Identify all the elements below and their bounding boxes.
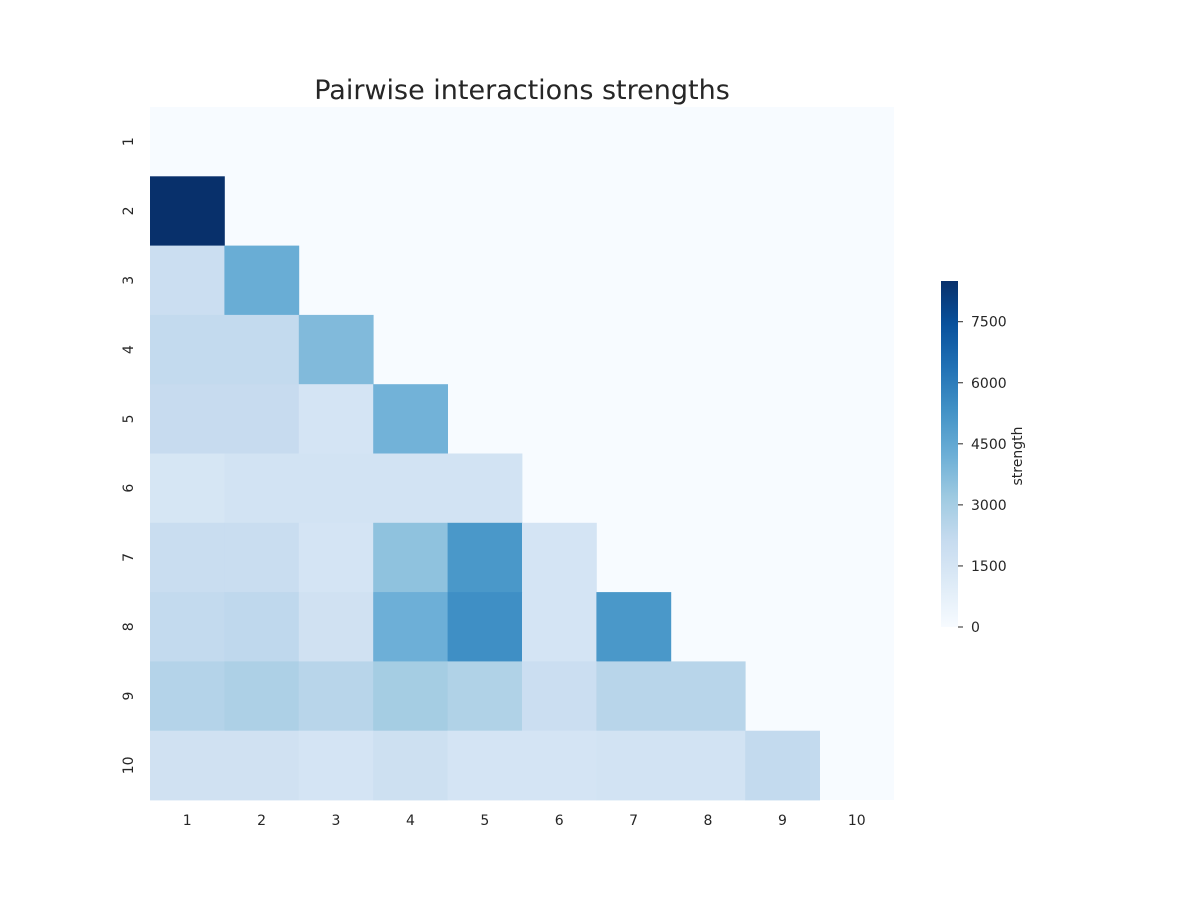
heatmap-cell-6-4 (373, 453, 448, 524)
heatmap-cell-7-5 (447, 522, 523, 593)
heatmap-cell-5-2 (224, 384, 300, 454)
heatmap-cell-10-8 (670, 730, 746, 801)
heatmap-cell-6-1 (150, 453, 225, 524)
y-tick-label-4: 4 (121, 345, 137, 354)
x-tick-label-4: 4 (406, 813, 415, 829)
heatmap-cell-8-6 (522, 592, 597, 662)
heatmap-cell-6-2 (224, 453, 300, 524)
heatmap-cell-9-5 (447, 661, 523, 732)
colorbar-label: strength (1010, 427, 1026, 486)
heatmap-cell-2-1 (150, 176, 225, 246)
heatmap-cell-9-3 (298, 661, 374, 732)
heatmap-cell-10-7 (596, 730, 672, 801)
y-tick-label-10: 10 (121, 756, 137, 774)
y-tick-label-3: 3 (121, 276, 137, 285)
y-tick-label-2: 2 (121, 206, 137, 215)
heatmap-cell-8-5 (447, 592, 523, 662)
heatmap-cell-7-1 (150, 522, 225, 593)
colorbar-tick-label-3000: 3000 (971, 498, 1007, 514)
x-tick-label-7: 7 (629, 813, 638, 829)
colorbar-tick-label-0: 0 (971, 620, 980, 636)
y-tick-label-5: 5 (121, 414, 137, 423)
heatmap-cell-7-3 (298, 522, 374, 593)
heatmap-cell-9-8 (670, 661, 746, 732)
heatmap-cell-5-3 (298, 384, 374, 454)
heatmap-cell-3-2 (224, 245, 300, 316)
y-tick-label-7: 7 (121, 553, 137, 562)
heatmap-cell-7-4 (373, 522, 448, 593)
x-tick-label-1: 1 (183, 813, 192, 829)
heatmap-cell-5-1 (150, 384, 225, 454)
heatmap-cell-9-4 (373, 661, 448, 732)
y-tick-labels: 1 2 3 4 5 6 7 8 9 10 (121, 137, 137, 774)
x-tick-label-10: 10 (848, 813, 866, 829)
colorbar-ticks: 0 1500 3000 4500 6000 7500 (958, 315, 1007, 636)
y-tick-label-6: 6 (121, 484, 137, 493)
heatmap-cell-6-3 (298, 453, 374, 524)
heatmap-cell-8-2 (224, 592, 300, 662)
heatmap-cell-4-3 (298, 314, 374, 385)
heatmap-cell-8-4 (373, 592, 448, 662)
x-tick-label-2: 2 (257, 813, 266, 829)
heatmap-cell-9-1 (150, 661, 225, 732)
heatmap-cell-8-7 (596, 592, 672, 662)
x-tick-label-3: 3 (332, 813, 341, 829)
heatmap-cell-10-4 (373, 730, 448, 801)
chart-title: Pairwise interactions strengths (314, 75, 730, 106)
heatmap-cell-6-5 (447, 453, 523, 524)
x-tick-label-8: 8 (704, 813, 713, 829)
x-tick-label-9: 9 (778, 813, 787, 829)
heatmap-cell-4-1 (150, 314, 225, 385)
heatmap-cell-9-2 (224, 661, 300, 732)
heatmap-cell-5-4 (373, 384, 448, 454)
heatmap-cell-10-1 (150, 730, 225, 801)
heatmap-cell-8-1 (150, 592, 225, 662)
heatmap-cell-10-6 (522, 730, 597, 801)
colorbar-tick-label-7500: 7500 (971, 315, 1007, 331)
heatmap-cell-10-9 (745, 730, 820, 801)
heatmap-cell-9-7 (596, 661, 672, 732)
heatmap-cells (150, 107, 894, 801)
heatmap-cell-9-6 (522, 661, 597, 732)
x-tick-labels: 1 2 3 4 5 6 7 8 9 10 (183, 813, 866, 829)
colorbar-tick-label-4500: 4500 (971, 437, 1007, 453)
heatmap-cell-10-5 (447, 730, 523, 801)
heatmap-cell-7-6 (522, 522, 597, 593)
colorbar-tick-label-6000: 6000 (971, 376, 1007, 392)
heatmap-cell-4-2 (224, 314, 300, 385)
colorbar (941, 281, 958, 627)
heatmap-cell-10-3 (298, 730, 374, 801)
y-tick-label-9: 9 (121, 692, 137, 701)
x-tick-label-6: 6 (555, 813, 564, 829)
heatmap-cell-7-2 (224, 522, 300, 593)
colorbar-tick-label-1500: 1500 (971, 559, 1007, 575)
y-tick-label-1: 1 (121, 137, 137, 146)
x-tick-label-5: 5 (480, 813, 489, 829)
y-tick-label-8: 8 (121, 622, 137, 631)
heatmap-cell-8-3 (298, 592, 374, 662)
heatmap-cell-3-1 (150, 245, 225, 316)
heatmap-cell-10-2 (224, 730, 300, 801)
